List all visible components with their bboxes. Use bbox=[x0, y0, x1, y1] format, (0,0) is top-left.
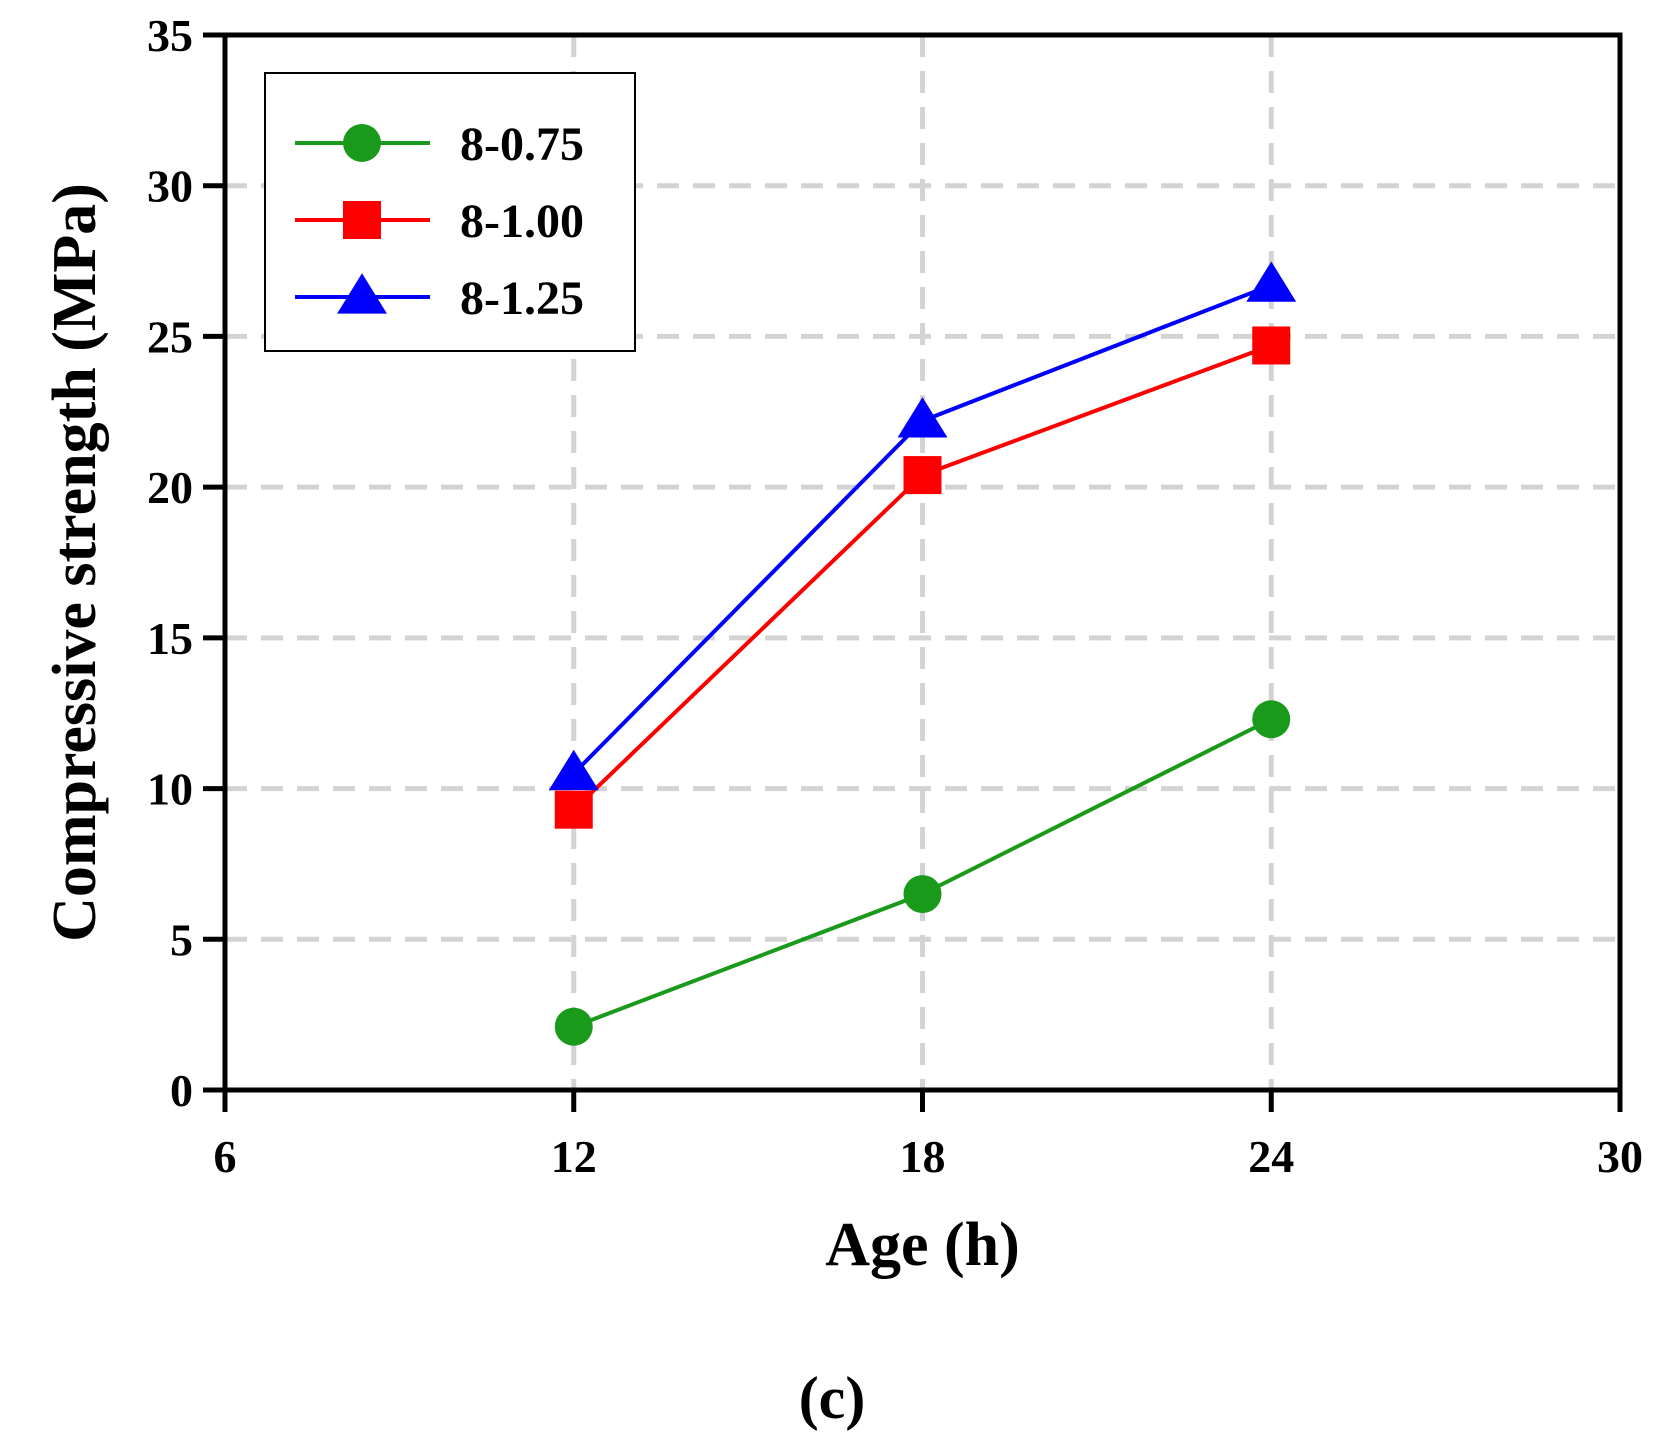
data-point bbox=[548, 749, 599, 791]
y-tick-label: 20 bbox=[147, 462, 193, 513]
x-tick-label: 18 bbox=[900, 1131, 946, 1182]
legend-marker bbox=[343, 201, 381, 239]
legend-marker bbox=[337, 273, 387, 314]
y-axis-title: Compressive strength (MPa) bbox=[41, 183, 109, 942]
data-point bbox=[903, 875, 942, 914]
series-8-1.25 bbox=[548, 261, 1297, 791]
data-point bbox=[1252, 326, 1291, 365]
data-point bbox=[897, 397, 948, 438]
x-tick-label: 6 bbox=[214, 1131, 237, 1182]
legend-item: 8-1.00 bbox=[295, 195, 584, 248]
y-tick-label: 35 bbox=[147, 10, 193, 61]
series-layer bbox=[548, 261, 1297, 1046]
axis-ticks: 0 5 10 15 20 25 30 35 6 12 18 24 30 bbox=[147, 10, 1643, 1182]
legend: 8-0.75 8-1.00 8-1.25 bbox=[264, 72, 636, 352]
x-axis-title: Age (h) bbox=[825, 1211, 1020, 1279]
y-tick-label: 25 bbox=[147, 311, 193, 362]
legend-label: 8-0.75 bbox=[460, 118, 584, 171]
y-tick-label: 0 bbox=[170, 1065, 193, 1116]
series-8-1.00 bbox=[554, 326, 1291, 829]
x-tick-label: 24 bbox=[1248, 1131, 1294, 1182]
x-tick-label: 12 bbox=[551, 1131, 597, 1182]
y-tick-label: 10 bbox=[147, 764, 193, 815]
legend-item: 8-0.75 bbox=[295, 118, 584, 171]
series-8-0.75 bbox=[554, 700, 1291, 1046]
data-point bbox=[554, 1007, 593, 1046]
legend-box bbox=[264, 72, 636, 352]
panel-label: (c) bbox=[799, 1365, 866, 1431]
data-point bbox=[1246, 261, 1297, 302]
legend-item: 8-1.25 bbox=[295, 272, 584, 325]
legend-label: 8-1.00 bbox=[460, 195, 584, 248]
data-point bbox=[903, 456, 942, 495]
y-tick-label: 30 bbox=[147, 161, 193, 212]
legend-marker bbox=[343, 124, 381, 162]
y-tick-label: 5 bbox=[170, 914, 193, 965]
legend-label: 8-1.25 bbox=[460, 272, 584, 325]
y-tick-label: 15 bbox=[147, 613, 193, 664]
data-point bbox=[1252, 700, 1291, 739]
data-point bbox=[554, 790, 593, 829]
x-tick-label: 30 bbox=[1597, 1131, 1643, 1182]
